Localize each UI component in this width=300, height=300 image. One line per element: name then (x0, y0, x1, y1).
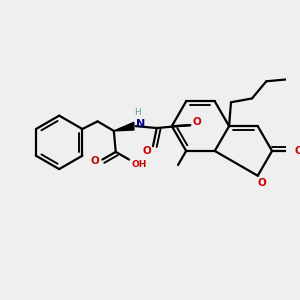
Text: O: O (90, 155, 99, 166)
Text: H: H (134, 108, 141, 117)
Polygon shape (114, 122, 134, 131)
Text: OH: OH (131, 160, 146, 169)
Text: N: N (136, 119, 145, 129)
Text: O: O (193, 117, 201, 127)
Text: O: O (258, 178, 266, 188)
Text: O: O (143, 146, 152, 156)
Text: O: O (294, 146, 300, 156)
